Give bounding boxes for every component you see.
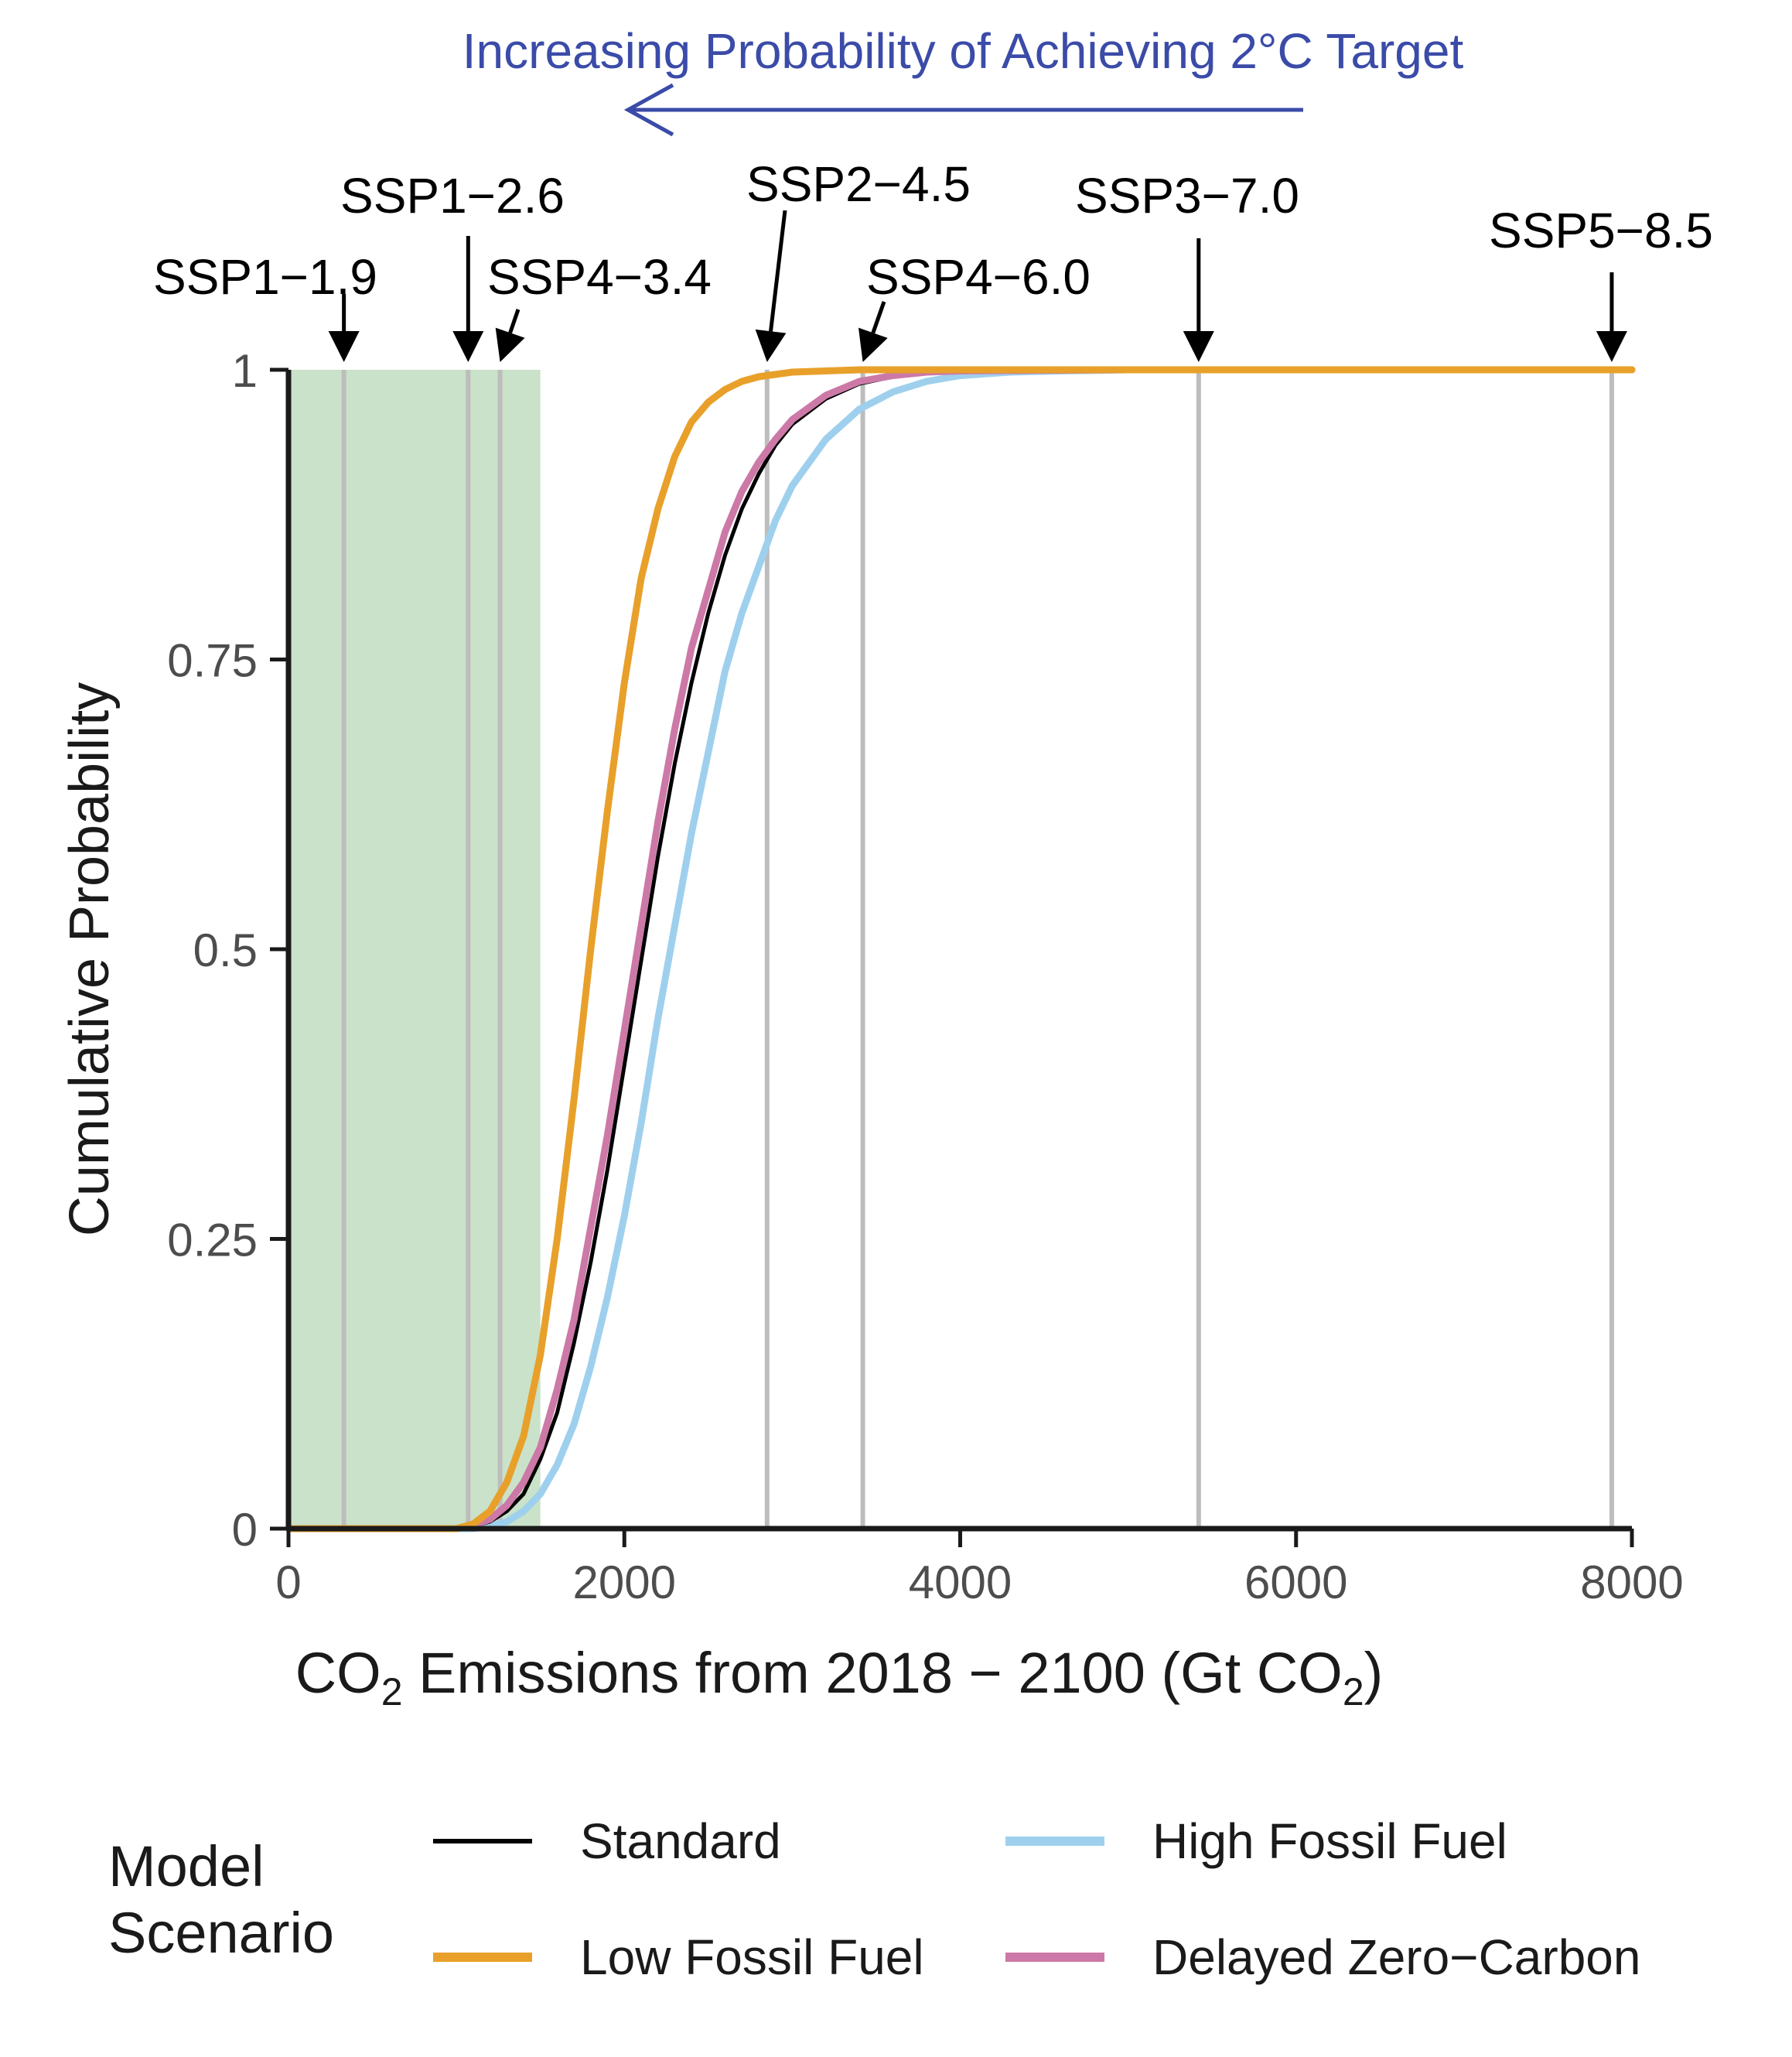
ssp-label-ssp4-3-4: SSP4−3.4	[487, 249, 712, 305]
ssp-arrowhead-ssp2-4-5	[755, 329, 787, 362]
y-tick-label: 1	[232, 345, 258, 397]
ssp-label-ssp1-1-9: SSP1−1.9	[153, 249, 377, 305]
ssp-arrowhead-ssp3-7-0	[1183, 331, 1214, 362]
ssp-arrowhead-ssp4-3-4	[495, 327, 525, 362]
ssp-label-ssp2-4-5: SSP2−4.5	[746, 156, 971, 212]
legend-swatch-standard	[433, 1839, 532, 1843]
ssp-arrowhead-ssp5-8-5	[1596, 331, 1627, 362]
ssp-arrow-ssp4-6-0	[871, 301, 886, 334]
ssp-label-ssp5-8-5: SSP5−8.5	[1489, 203, 1713, 258]
legend-swatch-low-fossil-fuel	[433, 1953, 532, 1962]
ssp-arrow-ssp2-4-5	[769, 210, 787, 332]
legend: Model Scenario Standard High Fossil Fuel…	[108, 1802, 1732, 2004]
legend-swatch-high-fossil-fuel	[1005, 1837, 1104, 1846]
legend-title: Model Scenario	[108, 1834, 335, 1965]
x-tick-label: 8000	[1580, 1556, 1683, 1608]
legend-label-low-fossil-fuel: Low Fossil Fuel	[580, 1929, 924, 1985]
x-axis-label-part: CO	[295, 1641, 381, 1705]
series-line-delayed-zero-carbon	[285, 366, 1636, 1532]
x-tick-label: 6000	[1244, 1556, 1347, 1608]
x-axis-label-part: Emissions from 2018 − 2100 (Gt CO	[403, 1641, 1343, 1705]
ssp-arrowhead-ssp1-2-6	[452, 331, 484, 362]
y-axis-label: Cumulative Probability	[59, 682, 121, 1236]
legend-swatch-delayed-zero-carbon	[1005, 1953, 1104, 1962]
ssp-label-ssp4-6-0: SSP4−6.0	[866, 249, 1091, 305]
shaded-region	[288, 370, 541, 1529]
annotation-arrow	[623, 83, 1303, 137]
series-line-low-fossil-fuel	[285, 366, 1636, 1532]
x-axis-label: CO2 Emissions from 2018 − 2100 (Gt CO2)	[295, 1641, 1384, 1714]
y-tick-label: 0.25	[167, 1215, 258, 1266]
ssp-arrowhead-ssp1-1-9	[328, 331, 360, 362]
y-tick-label: 0.75	[167, 635, 258, 687]
ssp-label-ssp1-2-6: SSP1−2.6	[340, 168, 565, 224]
ssp-label-ssp3-7-0: SSP3−7.0	[1075, 168, 1299, 224]
legend-label-standard: Standard	[580, 1813, 781, 1869]
x-tick-label: 0	[275, 1556, 301, 1608]
y-tick-label: 0	[232, 1504, 258, 1556]
x-tick-label: 2000	[573, 1556, 676, 1608]
x-axis-label-subscript: 2	[1343, 1670, 1364, 1714]
x-axis-label-subscript: 2	[381, 1670, 403, 1714]
annotation-text: Increasing Probability of Achieving 2°C …	[463, 23, 1464, 79]
y-tick-label: 0.5	[193, 924, 258, 976]
x-tick-label: 4000	[909, 1556, 1012, 1608]
annotation-arrow-head	[623, 83, 674, 137]
ssp-arrowhead-ssp4-6-0	[858, 327, 888, 362]
legend-label-delayed-zero-carbon: Delayed Zero−Carbon	[1152, 1929, 1641, 1985]
x-axis-label-part: )	[1364, 1641, 1384, 1705]
series-line-high-fossil-fuel	[285, 366, 1636, 1532]
legend-label-high-fossil-fuel: High Fossil Fuel	[1152, 1813, 1507, 1869]
cdf-chart: Increasing Probability of Achieving 2°C …	[59, 23, 1713, 1714]
ssp-arrow-ssp4-3-4	[508, 309, 521, 333]
